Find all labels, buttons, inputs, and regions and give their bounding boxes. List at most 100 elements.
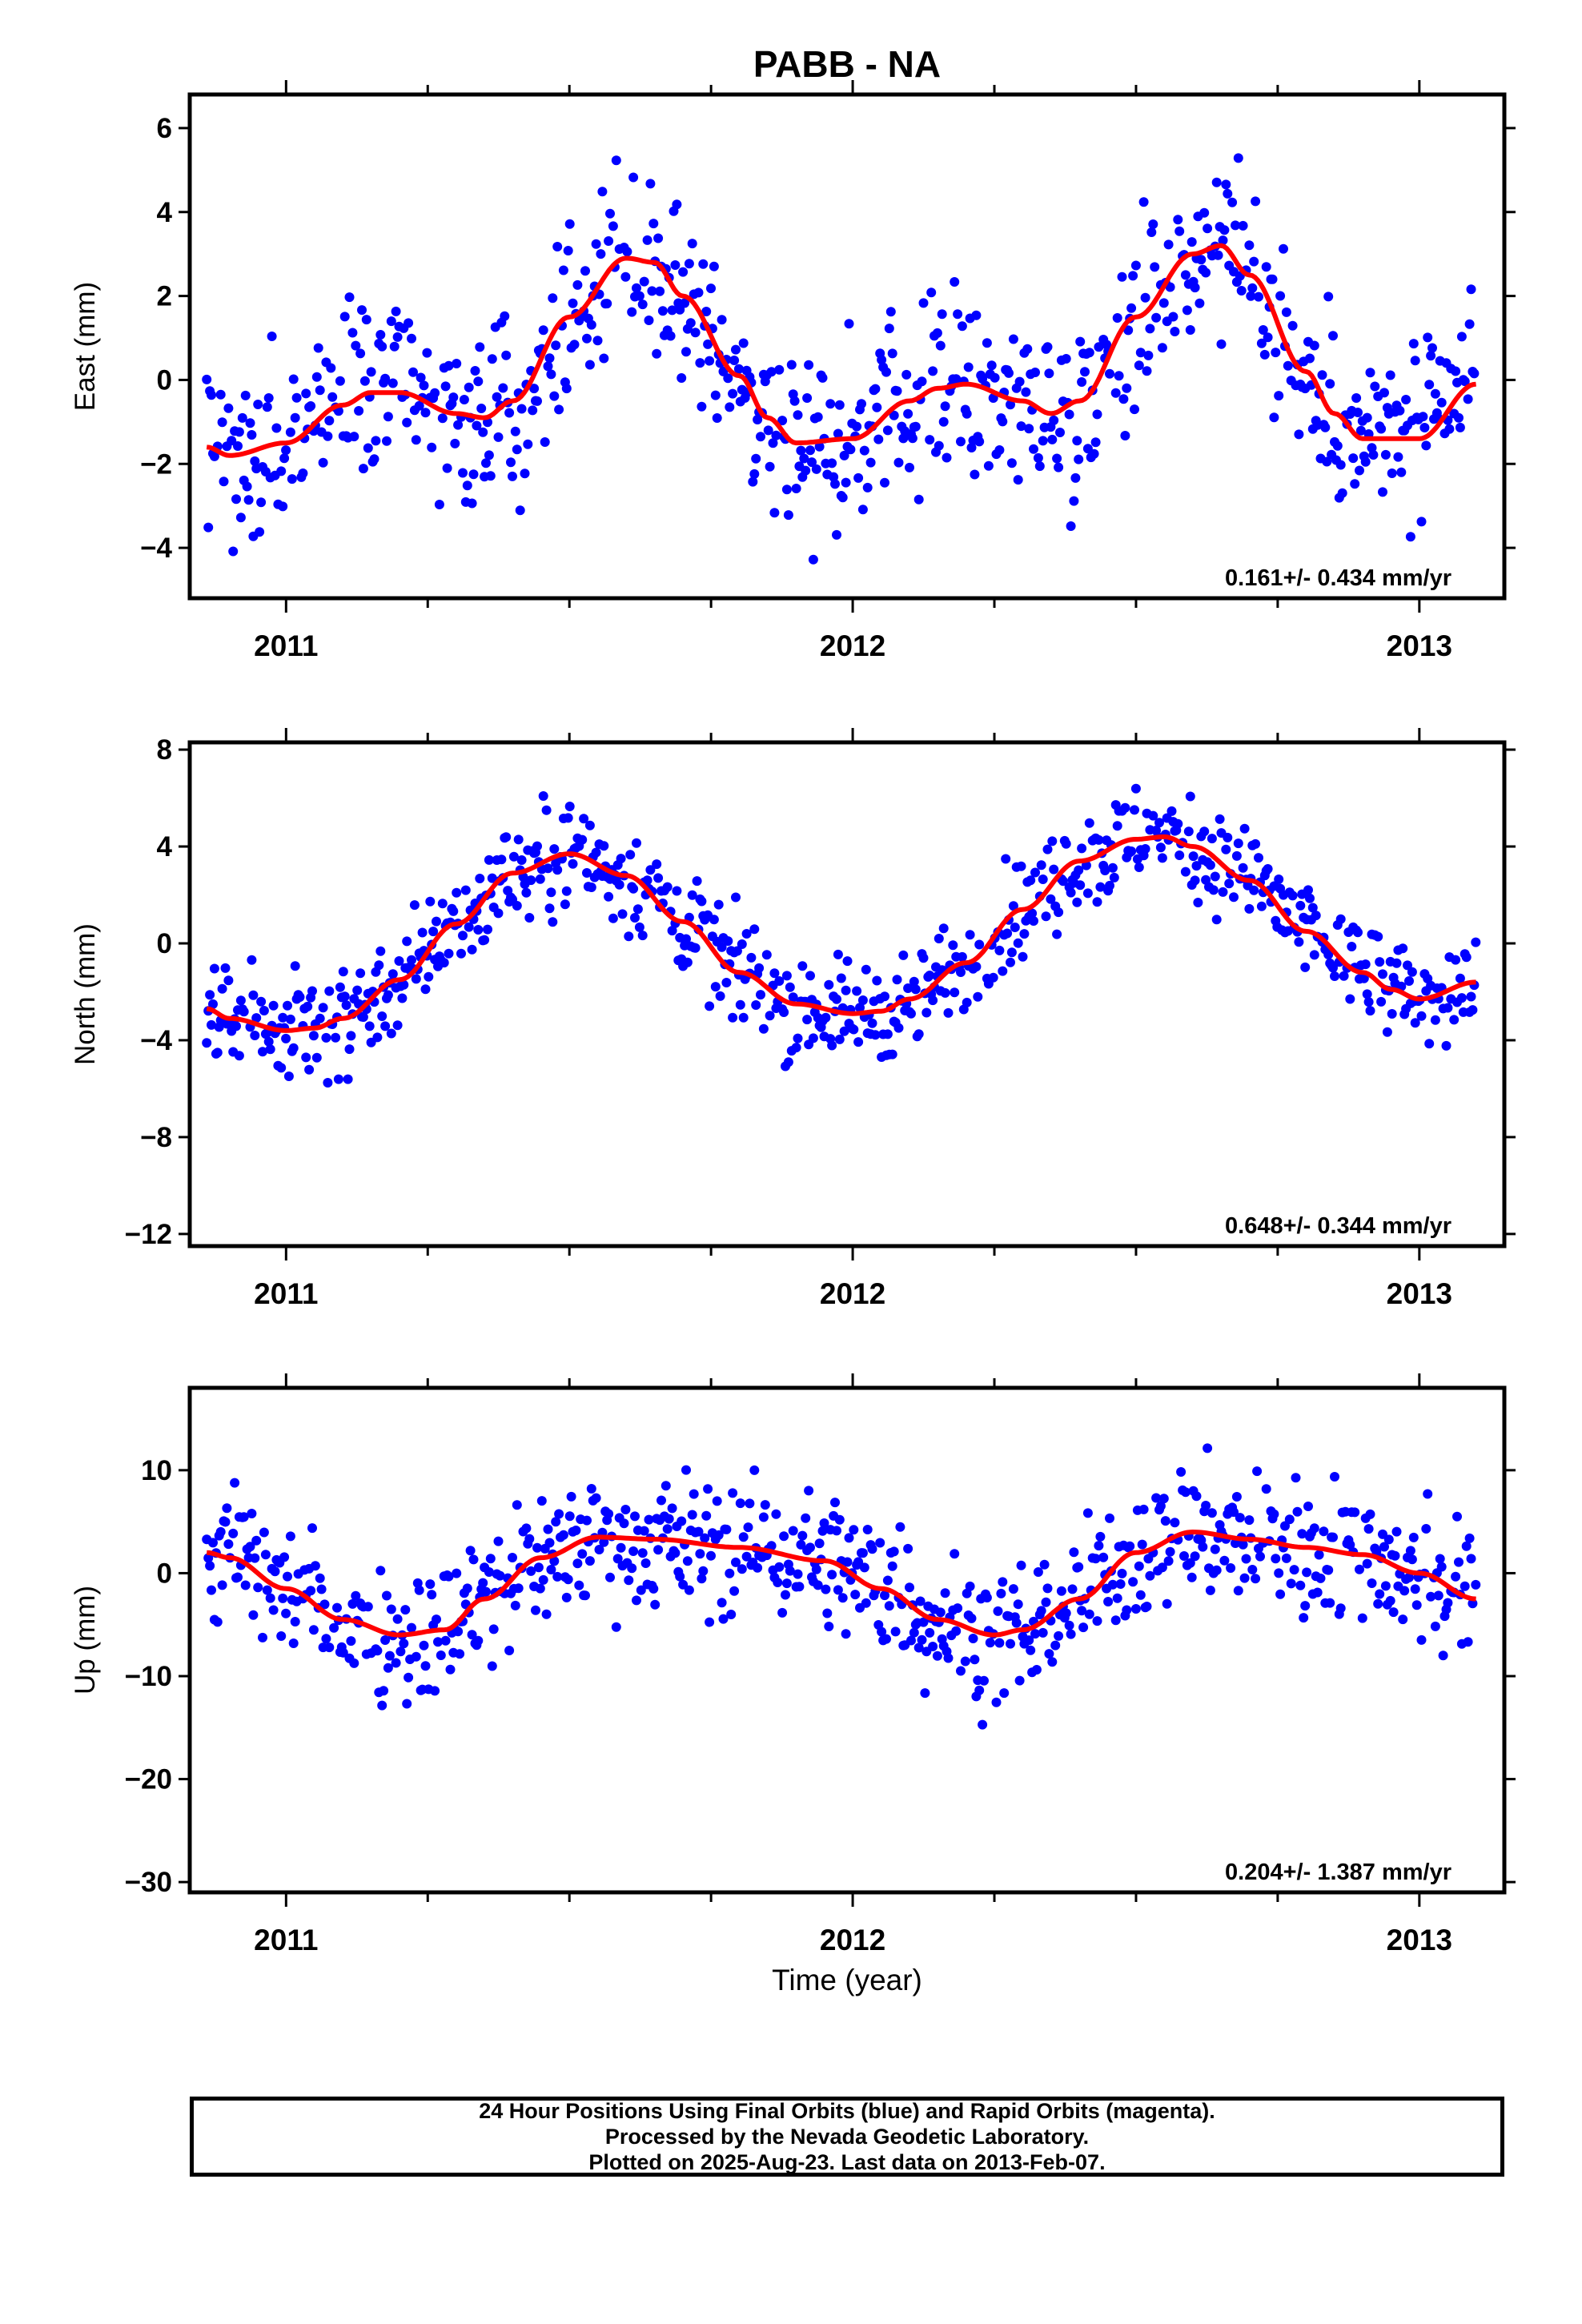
data-point: [881, 1634, 891, 1644]
data-point: [1008, 901, 1018, 911]
data-point: [817, 1526, 828, 1536]
data-point: [470, 366, 480, 376]
data-point: [508, 471, 517, 481]
data-point: [1046, 894, 1056, 904]
data-point: [1373, 931, 1383, 942]
data-point: [1286, 1578, 1296, 1589]
data-point: [1451, 1571, 1461, 1582]
data-point: [399, 979, 409, 990]
data-point: [1307, 903, 1318, 913]
data-point: [1404, 1572, 1414, 1582]
data-point: [1006, 1638, 1015, 1649]
data-point: [321, 1634, 331, 1644]
data-point: [1173, 818, 1183, 829]
data-point: [630, 1511, 640, 1522]
data-point: [202, 1038, 212, 1048]
data-point: [409, 900, 420, 911]
data-point: [1355, 465, 1364, 476]
data-point: [291, 392, 302, 403]
data-point: [893, 457, 904, 468]
data-point: [632, 1595, 641, 1606]
data-point: [953, 309, 963, 320]
data-point: [577, 1549, 588, 1559]
data-point: [1430, 388, 1440, 399]
data-point: [1435, 1554, 1445, 1564]
data-point: [882, 1029, 893, 1039]
data-point: [1145, 1570, 1155, 1581]
data-point: [227, 436, 237, 446]
data-point: [219, 476, 229, 487]
data-point: [1114, 371, 1124, 381]
data-point: [758, 1512, 769, 1522]
data-point: [1407, 967, 1417, 977]
data-point: [508, 851, 519, 862]
data-point: [715, 991, 725, 1001]
data-point: [741, 929, 752, 939]
data-point: [703, 1484, 713, 1494]
data-point: [1158, 298, 1169, 308]
data-point: [1134, 360, 1144, 371]
data-point: [1297, 1529, 1307, 1539]
data-point: [867, 1018, 877, 1028]
data-point: [761, 950, 772, 960]
data-point: [604, 1509, 614, 1519]
data-point: [1466, 1554, 1476, 1564]
data-point: [1410, 1584, 1420, 1594]
data-point: [346, 1636, 356, 1647]
data-point: [1207, 834, 1217, 844]
data-point: [1314, 1550, 1324, 1560]
data-point: [258, 1632, 267, 1642]
data-point: [510, 426, 520, 436]
data-point: [1325, 379, 1335, 389]
data-point: [1353, 927, 1363, 938]
data-point: [285, 427, 295, 437]
data-point: [889, 1546, 899, 1557]
data-point: [571, 1526, 581, 1535]
data-point: [242, 481, 252, 492]
data-point: [1072, 897, 1082, 907]
data-point: [513, 1583, 524, 1594]
x-tick-label: 2011: [254, 629, 318, 662]
data-point: [1385, 1595, 1395, 1606]
data-point: [913, 494, 924, 505]
data-point: [1165, 1546, 1175, 1557]
data-point: [526, 1566, 536, 1576]
data-point: [906, 1008, 916, 1019]
data-point: [723, 373, 733, 384]
data-point: [267, 332, 277, 341]
data-point: [889, 410, 899, 420]
data-point: [513, 834, 524, 845]
data-point: [962, 997, 972, 1007]
data-point: [485, 471, 496, 481]
data-point: [685, 318, 696, 328]
data-point: [1353, 408, 1363, 417]
data-point: [357, 305, 367, 316]
data-point: [1176, 1467, 1186, 1477]
data-point: [1405, 532, 1415, 542]
data-point: [1305, 353, 1315, 364]
data-point: [493, 1536, 504, 1546]
data-point: [1006, 947, 1017, 958]
data-point: [1029, 444, 1038, 454]
data-point: [1069, 496, 1079, 506]
data-point: [306, 1586, 316, 1596]
data-point: [552, 242, 563, 251]
data-point: [318, 457, 328, 468]
data-point: [1350, 479, 1360, 489]
data-point: [1041, 911, 1051, 922]
data-point: [808, 1033, 818, 1043]
data-point: [781, 485, 792, 495]
data-point: [662, 1524, 673, 1534]
data-point: [617, 909, 628, 919]
data-point: [996, 1588, 1006, 1598]
data-point: [455, 1649, 465, 1659]
data-point: [544, 353, 555, 364]
data-point: [377, 1700, 387, 1711]
data-point: [387, 969, 398, 979]
data-point: [1244, 1515, 1255, 1526]
data-point: [308, 1625, 319, 1635]
data-point: [717, 1598, 727, 1608]
data-point: [448, 392, 459, 403]
data-point: [1130, 260, 1141, 271]
